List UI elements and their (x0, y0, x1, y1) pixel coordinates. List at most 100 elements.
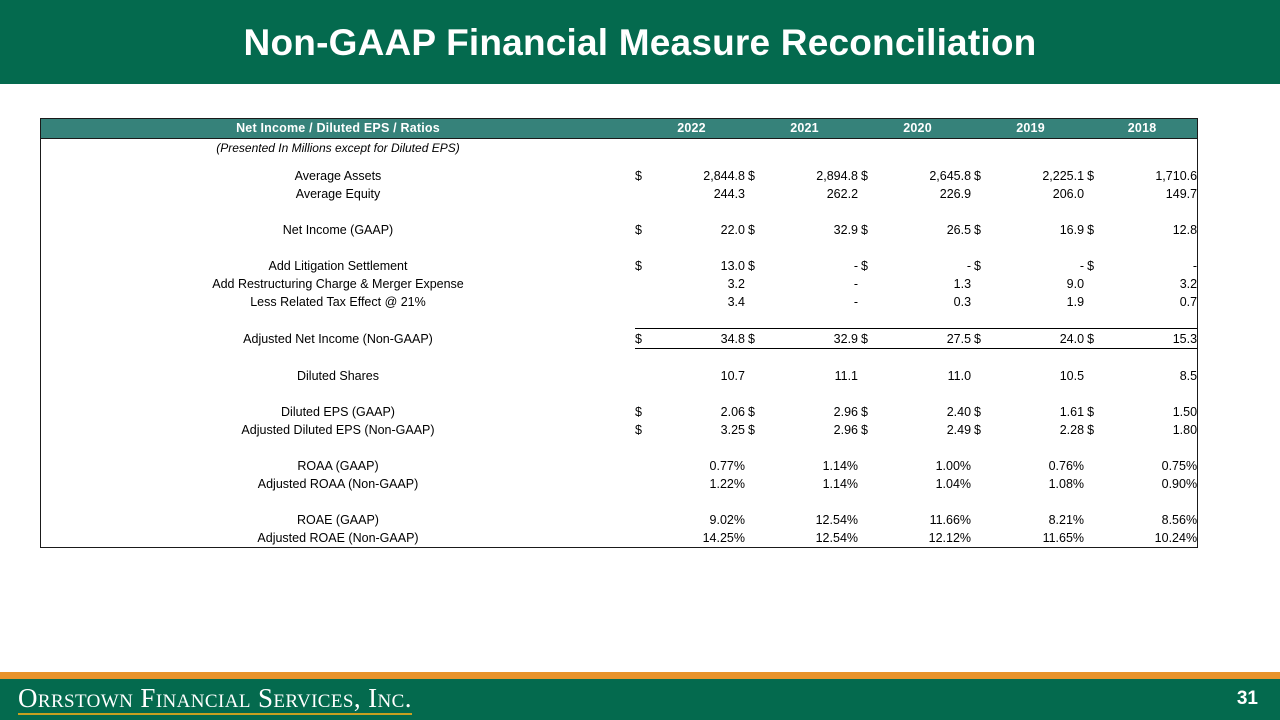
row-value: - (853, 276, 859, 291)
column-header-2019: 2019 (974, 119, 1088, 139)
row-value: 0.90% (1161, 476, 1198, 491)
row-currency-symbol (974, 293, 1000, 311)
row-currency-symbol: $ (861, 328, 888, 349)
row-currency-symbol (635, 457, 661, 475)
row-label: Average Assets (294, 168, 382, 183)
row-label: Add Restructuring Charge & Merger Expens… (212, 276, 464, 291)
table-row: Average Assets $2,844.8 $2,894.8 $2,645.8 $2… (41, 167, 1197, 185)
row-currency-symbol (1087, 529, 1113, 547)
row-value: 0.7 (1179, 294, 1198, 309)
footer-accent-bar (0, 672, 1280, 679)
row-value: - (966, 258, 972, 273)
row-currency-symbol (748, 185, 774, 203)
row-value: 1.50 (1172, 404, 1198, 419)
footer-bar (0, 679, 1280, 720)
row-value: 2.40 (946, 404, 972, 419)
row-label: Less Related Tax Effect @ 21% (250, 294, 426, 309)
row-currency-symbol: $ (748, 222, 755, 237)
row-currency-symbol: $ (1087, 258, 1095, 273)
row-value: 8.5 (1179, 368, 1198, 383)
row-value: 3.4 (727, 294, 745, 309)
row-value: 34.8 (661, 328, 745, 349)
row-value: 1.22% (709, 476, 745, 491)
row-currency-symbol: $ (748, 404, 755, 419)
row-currency-symbol (861, 367, 887, 385)
row-value: 11.65% (1042, 530, 1085, 545)
row-value: 9.0 (1066, 276, 1085, 291)
table-subtitle: (Presented In Millions except for Dilute… (216, 140, 460, 155)
row-value: 3.2 (727, 276, 745, 291)
row-currency-symbol (861, 457, 887, 475)
table-spacer-cell (41, 239, 1197, 257)
row-value: - (853, 258, 859, 273)
table-header-row: Net Income / Diluted EPS / Ratios 2022 2… (41, 119, 1198, 139)
row-currency-symbol: $ (861, 222, 868, 237)
row-currency-symbol: $ (974, 404, 981, 419)
row-currency-symbol (748, 293, 774, 311)
row-label: ROAA (GAAP) (297, 458, 379, 473)
row-value: 8.56% (1161, 512, 1198, 527)
row-currency-symbol: $ (748, 168, 755, 183)
row-currency-symbol: $ (635, 222, 642, 237)
row-label: Adjusted ROAA (Non-GAAP) (257, 476, 419, 491)
row-value: 1.80 (1172, 422, 1198, 437)
table-row: Adjusted ROAE (Non-GAAP) 14.25% 12.54% 12.1… (41, 529, 1197, 547)
table-row: ROAE (GAAP) 9.02% 12.54% 11.66% 8.21% 8.56% (41, 511, 1197, 529)
column-header-2020: 2020 (861, 119, 975, 139)
row-value: 2,645.8 (929, 168, 972, 183)
row-value: 10.5 (1059, 368, 1085, 383)
row-value: 1.08% (1048, 476, 1085, 491)
row-currency-symbol: $ (974, 168, 981, 183)
page-number: 31 (1236, 688, 1258, 709)
table-row: Diluted EPS (GAAP) $2.06 $2.96 $2.40 $1.61 $1… (41, 403, 1197, 421)
row-label: Net Income (GAAP) (282, 222, 394, 237)
row-value: 262.2 (826, 186, 859, 201)
row-currency-symbol (1087, 185, 1113, 203)
table-row: Add Litigation Settlement $13.0 $ - $ - $ - $ - (41, 257, 1198, 275)
row-label: Diluted Shares (297, 368, 379, 383)
row-currency-symbol (974, 367, 1000, 385)
row-currency-symbol (861, 275, 887, 293)
row-value: 1.04% (935, 476, 972, 491)
column-header-label: Net Income / Diluted EPS / Ratios (41, 119, 635, 139)
column-header-2022: 2022 (635, 119, 749, 139)
row-value: 0.3 (953, 294, 972, 309)
row-currency-symbol: $ (1087, 422, 1095, 437)
row-value: 2,844.8 (703, 168, 745, 183)
table-row: Add Restructuring Charge & Merger Expens… (41, 275, 1197, 293)
row-currency-symbol (1087, 293, 1113, 311)
row-currency-symbol: $ (748, 422, 755, 437)
row-value: 11.66% (929, 512, 972, 527)
row-currency-symbol: $ (974, 222, 981, 237)
row-currency-symbol (861, 185, 887, 203)
row-value: 1,710.6 (1155, 168, 1198, 183)
row-value: 12.54% (815, 512, 859, 527)
column-header-2021: 2021 (748, 119, 862, 139)
table-spacer-row (41, 203, 1197, 221)
table-row: Net Income (GAAP) $22.0 $32.9 $26.5 $16.9 $12… (41, 221, 1197, 239)
row-value: 0.75% (1161, 458, 1198, 473)
row-currency-symbol: $ (1087, 222, 1095, 237)
row-currency-symbol: $ (635, 328, 661, 349)
row-currency-symbol (974, 185, 1000, 203)
table-spacer-cell (41, 439, 1197, 457)
reconciliation-table: Net Income / Diluted EPS / Ratios 2022 2… (41, 119, 1198, 547)
table-spacer-cell (41, 385, 1197, 403)
row-value: 1.9 (1066, 294, 1085, 309)
row-value: 2.96 (833, 404, 859, 419)
row-currency-symbol: $ (861, 422, 868, 437)
table-spacer-row (41, 439, 1197, 457)
row-label: Adjusted ROAE (Non-GAAP) (257, 530, 419, 545)
row-currency-symbol (1087, 275, 1113, 293)
row-value: 11.0 (947, 368, 972, 383)
row-value: 12.8 (1172, 222, 1198, 237)
row-value: 206.0 (1052, 186, 1085, 201)
row-value: 2.06 (720, 404, 745, 419)
row-currency-symbol (861, 529, 887, 547)
row-value: 12.54% (815, 530, 859, 545)
table-spacer-cell (41, 157, 1197, 167)
row-currency-symbol: $ (635, 258, 642, 273)
row-value: 1.61 (1059, 404, 1085, 419)
row-currency-symbol: $ (861, 404, 868, 419)
row-value: 1.00% (935, 458, 972, 473)
